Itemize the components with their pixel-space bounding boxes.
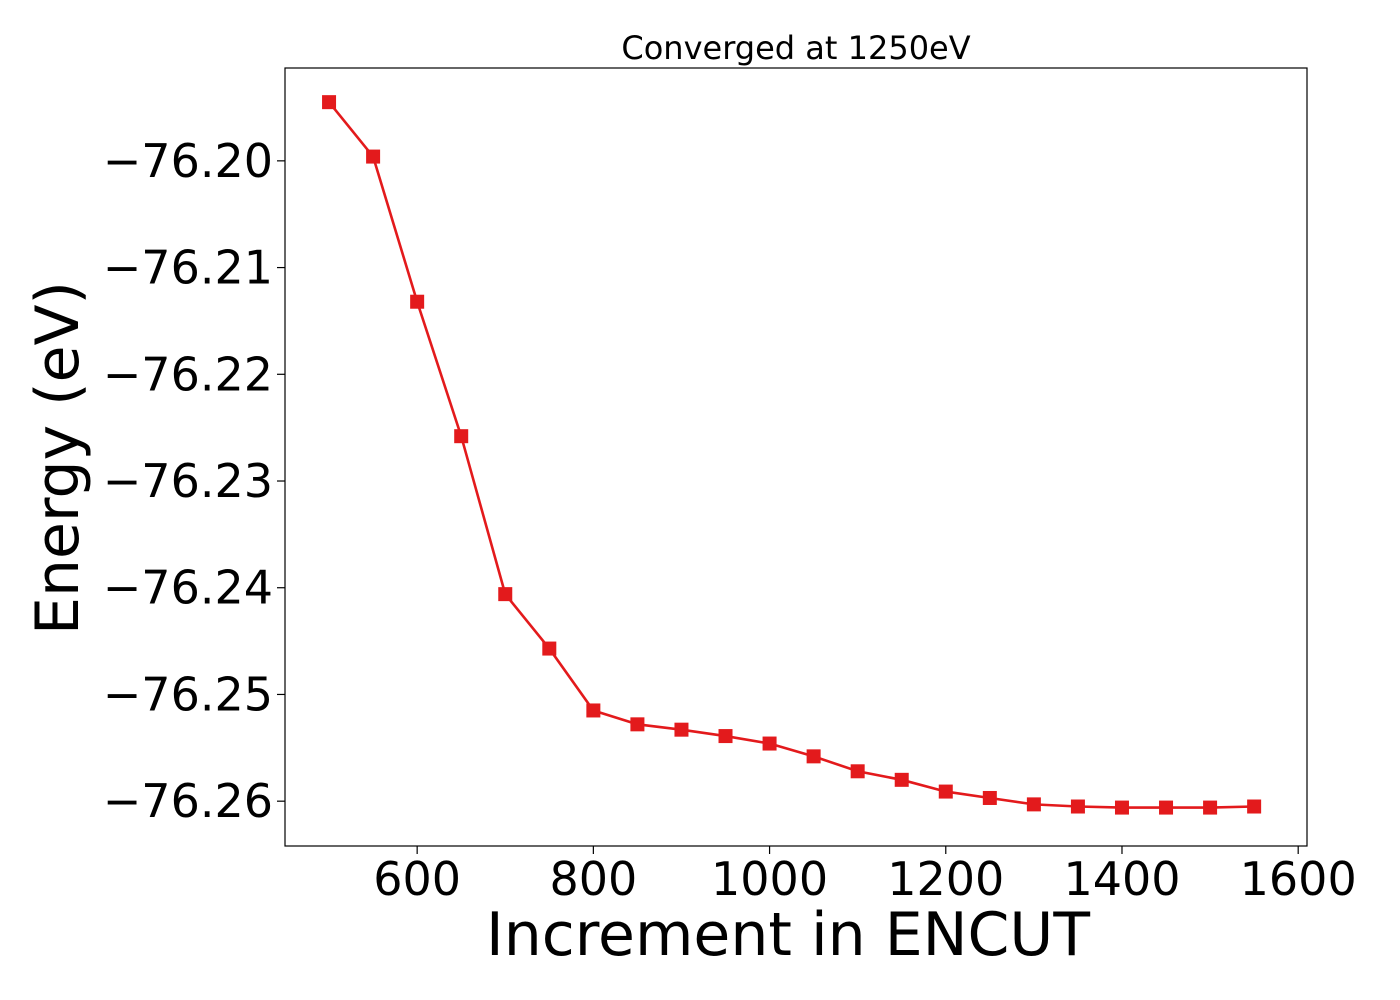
y-tick-label: −76.23: [103, 454, 273, 508]
data-point: [762, 736, 777, 751]
series-line: [328, 101, 1255, 809]
x-tick-label: 800: [549, 852, 637, 906]
y-tick-label: −76.26: [103, 774, 273, 828]
x-tick-label: 1000: [711, 852, 828, 906]
x-axis: 600 800 1000 1200 1400 1600: [373, 846, 1357, 906]
y-tick-label: −76.22: [103, 347, 273, 401]
data-point: [542, 641, 557, 656]
data-point: [1203, 800, 1218, 815]
data-point: [894, 772, 909, 787]
data-point: [938, 784, 953, 799]
x-tick-label: 1200: [887, 852, 1004, 906]
y-tick-label: −76.25: [103, 667, 273, 721]
chart-title: Converged at 1250eV: [621, 29, 970, 67]
plot-area: [322, 95, 1262, 815]
data-point: [1070, 799, 1085, 814]
data-point: [674, 722, 689, 737]
data-point: [1159, 800, 1174, 815]
y-axis: −76.20 −76.21 −76.22 −76.23 −76.24 −76.25 −76.…: [103, 134, 285, 828]
y-tick-label: −76.24: [103, 561, 273, 615]
data-point: [586, 703, 601, 718]
x-tick-label: 1600: [1240, 852, 1357, 906]
x-axis-label: Increment in ENCUT: [486, 900, 1090, 970]
y-axis-label: Energy (eV): [23, 281, 93, 635]
data-point: [366, 149, 381, 164]
data-point: [498, 587, 513, 602]
data-point: [410, 294, 425, 309]
data-point: [982, 790, 997, 805]
x-tick-label: 600: [373, 852, 461, 906]
data-point: [850, 764, 865, 779]
data-point: [1247, 799, 1262, 814]
data-point: [1026, 797, 1041, 812]
data-point: [1114, 800, 1129, 815]
x-tick-label: 1400: [1063, 852, 1180, 906]
plot-frame: [284, 67, 1308, 847]
y-tick-label: −76.20: [103, 134, 273, 188]
data-point: [806, 749, 821, 764]
data-point: [718, 729, 733, 744]
data-point: [454, 429, 469, 444]
data-point: [322, 95, 337, 110]
data-point: [630, 717, 645, 732]
y-tick-label: −76.21: [103, 241, 273, 295]
